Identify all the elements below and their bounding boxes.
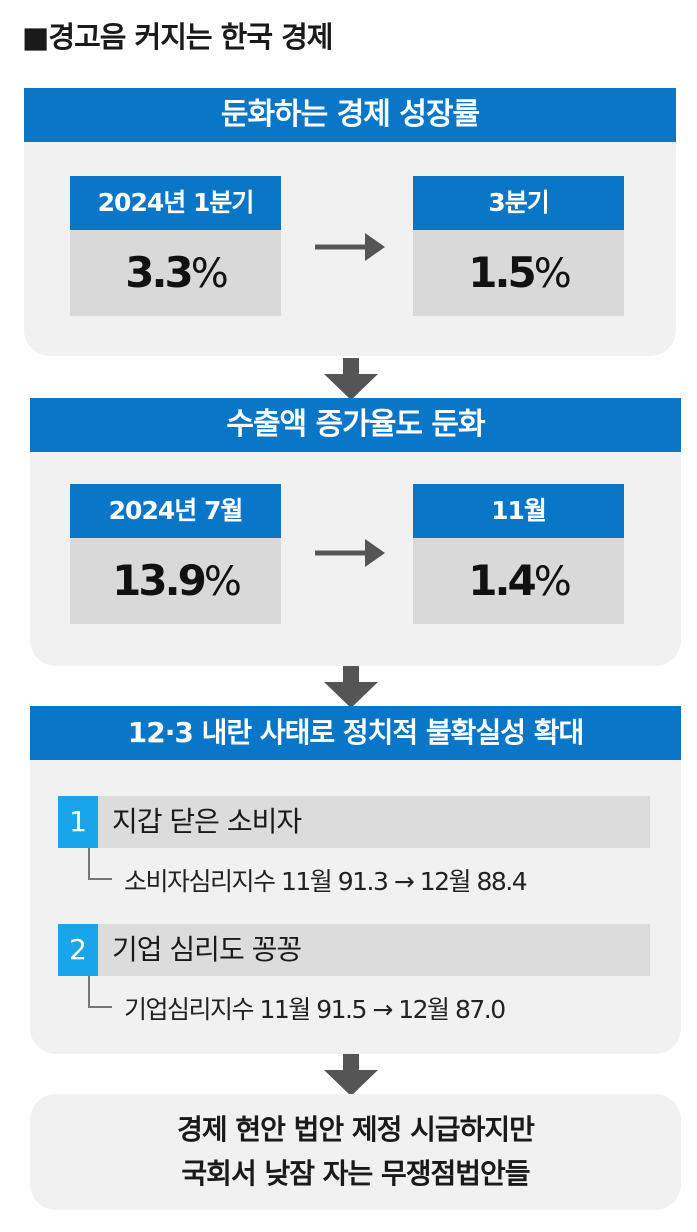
- export-header: 수출액 증가율도 둔화: [30, 398, 681, 452]
- export-to-value: 1.4%: [413, 538, 624, 624]
- down-arrow-icon: [324, 358, 378, 400]
- growth-to-value: 1.5%: [413, 230, 624, 316]
- page-title: ■경고음 커지는 한국 경제: [22, 20, 333, 54]
- item-title: 기업 심리도 꽁꽁: [98, 924, 650, 976]
- down-arrow-icon: [324, 1054, 378, 1096]
- growth-header: 둔화하는 경제 성장률: [24, 88, 676, 142]
- right-arrow-icon: [315, 539, 385, 567]
- uncertainty-panel: [30, 706, 681, 1054]
- connector-line: [88, 976, 112, 1008]
- growth-from-number: 3.3: [125, 248, 193, 297]
- conclusion-line-1: 경제 현안 법안 제정 시급하지만: [177, 1113, 535, 1146]
- conclusion-box: 경제 현안 법안 제정 시급하지만 국회서 낮잠 자는 무쟁점법안들: [30, 1094, 681, 1210]
- export-to-label: 11월: [413, 484, 624, 538]
- item-number-badge: 1: [58, 796, 98, 848]
- item-detail: 소비자심리지수 11월 91.3 → 12월 88.4: [124, 867, 528, 896]
- growth-to-label: 3분기: [413, 176, 624, 230]
- export-from-unit: %: [203, 559, 242, 605]
- export-from-number: 13.9: [112, 556, 207, 605]
- right-arrow-icon: [315, 233, 385, 261]
- growth-from-unit: %: [190, 251, 229, 297]
- down-arrow-icon: [324, 666, 378, 708]
- export-to-unit: %: [533, 559, 572, 605]
- export-to-number: 1.4: [468, 556, 536, 605]
- growth-to-number: 1.5: [468, 248, 536, 297]
- conclusion-line-2: 국회서 낮잠 자는 무쟁점법안들: [181, 1157, 530, 1190]
- connector-line: [88, 848, 112, 880]
- item-number-badge: 2: [58, 924, 98, 976]
- uncertainty-header: 12·3 내란 사태로 정치적 불확실성 확대: [30, 706, 681, 760]
- export-from-value: 13.9%: [70, 538, 281, 624]
- growth-to-unit: %: [533, 251, 572, 297]
- growth-from-label: 2024년 1분기: [70, 176, 281, 230]
- export-from-label: 2024년 7월: [70, 484, 281, 538]
- item-detail: 기업심리지수 11월 91.5 → 12월 87.0: [124, 995, 506, 1024]
- item-title: 지갑 닫은 소비자: [98, 796, 650, 848]
- growth-from-value: 3.3%: [70, 230, 281, 316]
